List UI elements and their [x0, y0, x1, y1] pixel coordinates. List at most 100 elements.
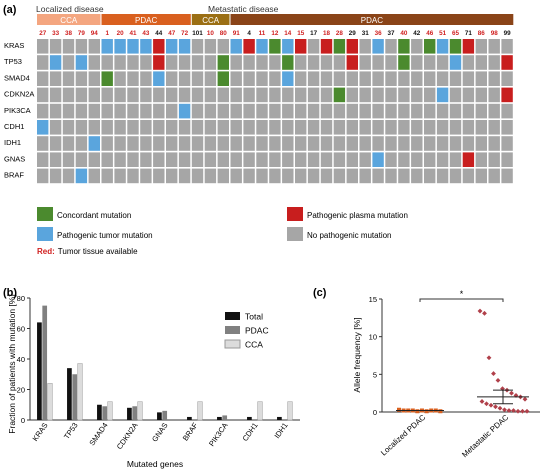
empty-cell: [62, 136, 75, 151]
empty-cell: [114, 55, 126, 70]
chart-c-ytick-label: 5: [373, 370, 377, 379]
empty-cell: [385, 87, 397, 103]
gene-label: PIK3CA: [4, 106, 31, 115]
empty-cell: [398, 120, 410, 135]
empty-cell: [127, 55, 139, 70]
empty-cell: [475, 71, 487, 86]
empty-cell: [385, 103, 397, 119]
mutation-cell: [462, 39, 475, 54]
patient-id: 29: [349, 30, 357, 37]
empty-cell: [49, 152, 62, 167]
empty-cell: [449, 87, 462, 103]
patient-id: 33: [52, 30, 60, 37]
empty-cell: [475, 87, 487, 103]
metastatic-point: [500, 386, 505, 392]
empty-cell: [101, 87, 113, 103]
empty-cell: [127, 136, 139, 151]
empty-cell: [320, 136, 333, 151]
legend-swatch-none: [287, 227, 303, 241]
empty-cell: [333, 103, 346, 119]
empty-cell: [191, 136, 204, 151]
localized-point: [424, 409, 429, 414]
bar-pdac: [222, 415, 228, 420]
chart-b-ytick-label: 60: [17, 325, 25, 334]
empty-cell: [269, 120, 281, 135]
empty-cell: [501, 168, 513, 184]
empty-cell: [307, 87, 320, 103]
gene-label: BRAF: [4, 171, 24, 180]
empty-cell: [243, 103, 255, 119]
gene-label: SMAD4: [4, 73, 30, 82]
metastatic-point: [520, 408, 525, 414]
empty-cell: [101, 152, 113, 167]
mutation-cell: [372, 39, 384, 54]
empty-cell: [230, 120, 242, 135]
mutation-cell: [49, 55, 62, 70]
empty-cell: [385, 152, 397, 167]
cohort-label-1: PDAC: [135, 16, 157, 25]
patient-id: 31: [362, 30, 370, 37]
cohort-bar-1: [101, 14, 191, 25]
empty-cell: [346, 168, 358, 184]
empty-cell: [307, 39, 320, 54]
cohort-bar-3: [230, 14, 514, 25]
empty-cell: [204, 168, 217, 184]
bar-cca: [137, 401, 143, 421]
chart-b-ytick-label: 0: [21, 416, 25, 425]
chart-b-ytick-label: 20: [17, 386, 25, 395]
empty-cell: [488, 55, 500, 70]
empty-cell: [411, 152, 423, 167]
empty-cell: [333, 136, 346, 151]
empty-cell: [359, 71, 371, 86]
patient-id: 42: [413, 30, 421, 37]
patient-id: 65: [452, 30, 460, 37]
empty-cell: [333, 168, 346, 184]
empty-cell: [230, 136, 242, 151]
metastatic-disease-label: Metastatic disease: [208, 4, 279, 14]
empty-cell: [424, 55, 436, 70]
empty-cell: [462, 168, 475, 184]
bar-total: [67, 368, 72, 420]
mutation-cell: [436, 39, 449, 54]
empty-cell: [462, 55, 475, 70]
mutation-cell: [501, 55, 513, 70]
empty-cell: [140, 136, 152, 151]
empty-cell: [372, 55, 384, 70]
empty-cell: [295, 71, 307, 86]
empty-cell: [269, 168, 281, 184]
empty-cell: [49, 39, 62, 54]
empty-cell: [230, 152, 242, 167]
empty-cell: [140, 71, 152, 86]
empty-cell: [398, 152, 410, 167]
empty-cell: [217, 136, 229, 151]
empty-cell: [385, 55, 397, 70]
empty-cell: [424, 87, 436, 103]
empty-cell: [75, 136, 88, 151]
empty-cell: [140, 152, 152, 167]
empty-cell: [307, 103, 320, 119]
empty-cell: [153, 120, 165, 135]
empty-cell: [449, 120, 462, 135]
empty-cell: [101, 136, 113, 151]
empty-cell: [411, 120, 423, 135]
empty-cell: [424, 152, 436, 167]
empty-cell: [295, 55, 307, 70]
bar-cca: [77, 363, 83, 421]
metastatic-point: [502, 407, 507, 413]
empty-cell: [204, 103, 217, 119]
empty-cell: [359, 55, 371, 70]
localized-disease-label: Localized disease: [36, 4, 104, 14]
red-note-text: Tumor tissue available: [58, 247, 138, 256]
localized-point: [438, 409, 443, 414]
empty-cell: [49, 136, 62, 151]
patient-id: 36: [375, 30, 383, 37]
patient-id: 15: [297, 30, 305, 37]
empty-cell: [166, 120, 178, 135]
patient-id: 38: [65, 30, 73, 37]
empty-cell: [462, 87, 475, 103]
empty-cell: [166, 152, 178, 167]
gene-labels: KRAS TP53 SMAD4 CDKN2A PIK3CA CDH1 IDH1 GNAS BRA…: [4, 41, 34, 180]
empty-cell: [114, 103, 126, 119]
empty-cell: [307, 55, 320, 70]
bar-total: [277, 416, 282, 420]
